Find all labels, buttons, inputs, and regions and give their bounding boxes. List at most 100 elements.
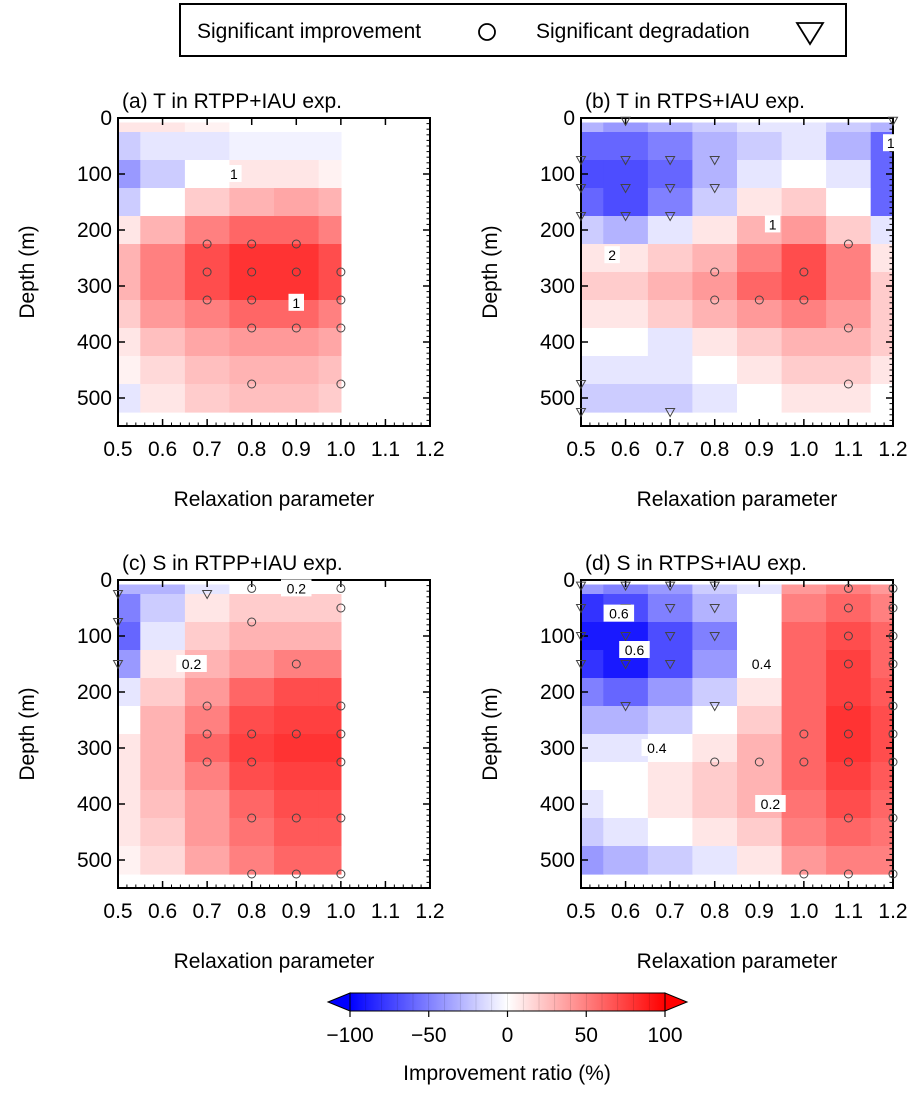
improvement-marker: [247, 757, 257, 767]
heatmap-cell: [318, 272, 342, 301]
contour-label: 0.2: [287, 580, 307, 596]
heatmap-cell: [184, 384, 231, 413]
improvement-marker: [336, 323, 346, 333]
panel-a: 0.5 0.6 0.7 0.8 0.9 1.0 1.1 1.2 0 100 200 300 400 500…: [16, 90, 445, 511]
heatmap-cell: [781, 790, 827, 819]
heatmap-cell: [781, 132, 827, 161]
heatmap-cell: [118, 244, 141, 273]
heatmap-cell: [118, 734, 141, 763]
heatmap-cell: [318, 188, 342, 217]
heatmap-cell: [184, 300, 231, 329]
contour-label-bg: [764, 215, 781, 233]
y-tick-label: 500: [77, 387, 112, 410]
heatmap-cell: [647, 622, 694, 651]
heatmap-cell: [581, 594, 604, 623]
degradation-marker: [575, 408, 587, 418]
heatmap-cell: [737, 622, 783, 651]
heatmap-cell: [870, 790, 894, 819]
improvement-marker: [843, 813, 853, 823]
y-tick-label: 200: [540, 219, 575, 242]
heatmap-cell: [274, 594, 320, 623]
heatmap-cell: [184, 160, 231, 189]
heatmap-cell: [870, 622, 894, 651]
x-tick-label: 0.6: [148, 900, 177, 923]
contour-label-bg: [746, 655, 777, 672]
improvement-marker: [888, 583, 898, 593]
heatmap-cell: [870, 846, 894, 875]
heatmap-cell: [274, 356, 320, 385]
improvement-marker: [710, 267, 720, 277]
y-tick-label: 200: [77, 219, 112, 242]
degradation-marker: [575, 156, 587, 166]
degradation-marker: [709, 184, 721, 194]
contour-label-bg: [226, 165, 242, 182]
heatmap-cell: [781, 300, 827, 329]
colorbar-tick-label: 0: [502, 1024, 514, 1047]
heatmap-cell: [581, 384, 604, 413]
plot-frame: [117, 579, 431, 889]
heatmap-cell: [118, 328, 141, 357]
heatmap-cell: [140, 678, 186, 707]
heatmap-cell: [781, 818, 827, 847]
heatmap-cell: [581, 160, 604, 189]
contour-label: 1: [887, 135, 895, 151]
heatmap-cell: [318, 356, 342, 385]
improvement-marker: [843, 869, 853, 879]
heatmap-cell: [184, 356, 231, 385]
degradation-marker: [575, 604, 587, 614]
heatmap-cell: [274, 650, 320, 679]
heatmap-cell: [140, 160, 186, 189]
heatmap-cell: [118, 584, 141, 595]
x-tick-label: 0.5: [566, 438, 595, 461]
improvement-marker: [888, 603, 898, 613]
degradation-marker: [575, 212, 587, 222]
heatmap-cell: [118, 706, 141, 735]
contour-label-bg: [176, 655, 207, 672]
heatmap-cell: [692, 384, 738, 413]
heatmap-cell: [603, 678, 649, 707]
heatmap-cell: [118, 622, 141, 651]
x-tick-label: 0.5: [566, 900, 595, 923]
heatmap-cell: [184, 328, 231, 357]
heatmap-cell: [140, 132, 186, 161]
heatmap-cell: [318, 706, 342, 735]
heatmap-cell: [737, 678, 783, 707]
heatmap-cell: [229, 384, 275, 413]
heatmap-cell: [870, 762, 894, 791]
heatmap-cell: [603, 790, 649, 819]
heatmap-cell: [826, 122, 872, 133]
degradation-marker: [664, 408, 676, 418]
heatmap-cell: [140, 244, 186, 273]
heatmap-cell: [870, 734, 894, 763]
heatmap-cell: [118, 846, 141, 875]
y-axis-label: Depth (m): [16, 225, 39, 318]
heatmap-cell: [184, 818, 231, 847]
improvement-marker: [336, 267, 346, 277]
x-axis-label: Relaxation parameter: [174, 950, 375, 973]
heatmap-cell: [274, 734, 320, 763]
heatmap-cell: [140, 706, 186, 735]
heatmap-cell: [692, 678, 738, 707]
heatmap-cell: [140, 356, 186, 385]
heatmap-cell: [274, 188, 320, 217]
improvement-marker: [291, 267, 301, 277]
improvement-marker: [888, 813, 898, 823]
heatmap-cell: [318, 762, 342, 791]
degradation-marker: [620, 660, 631, 670]
contour-label: 0.6: [609, 606, 629, 622]
heatmap-cell: [140, 594, 186, 623]
heatmap-cell: [647, 706, 694, 735]
heatmap-cell: [140, 384, 186, 413]
heatmap-cell: [118, 272, 141, 301]
heatmap-cell: [229, 584, 275, 595]
plot-frame: [117, 117, 431, 427]
heatmap-cell: [603, 300, 649, 329]
degradation-marker: [709, 156, 721, 166]
heatmap-cell: [781, 762, 827, 791]
heatmap-cell: [737, 846, 783, 875]
improvement-marker: [247, 869, 257, 879]
heatmap-cell: [229, 122, 275, 133]
heatmap-cell: [581, 328, 604, 357]
heatmap-cell: [826, 272, 872, 301]
improvement-marker: [202, 267, 212, 277]
